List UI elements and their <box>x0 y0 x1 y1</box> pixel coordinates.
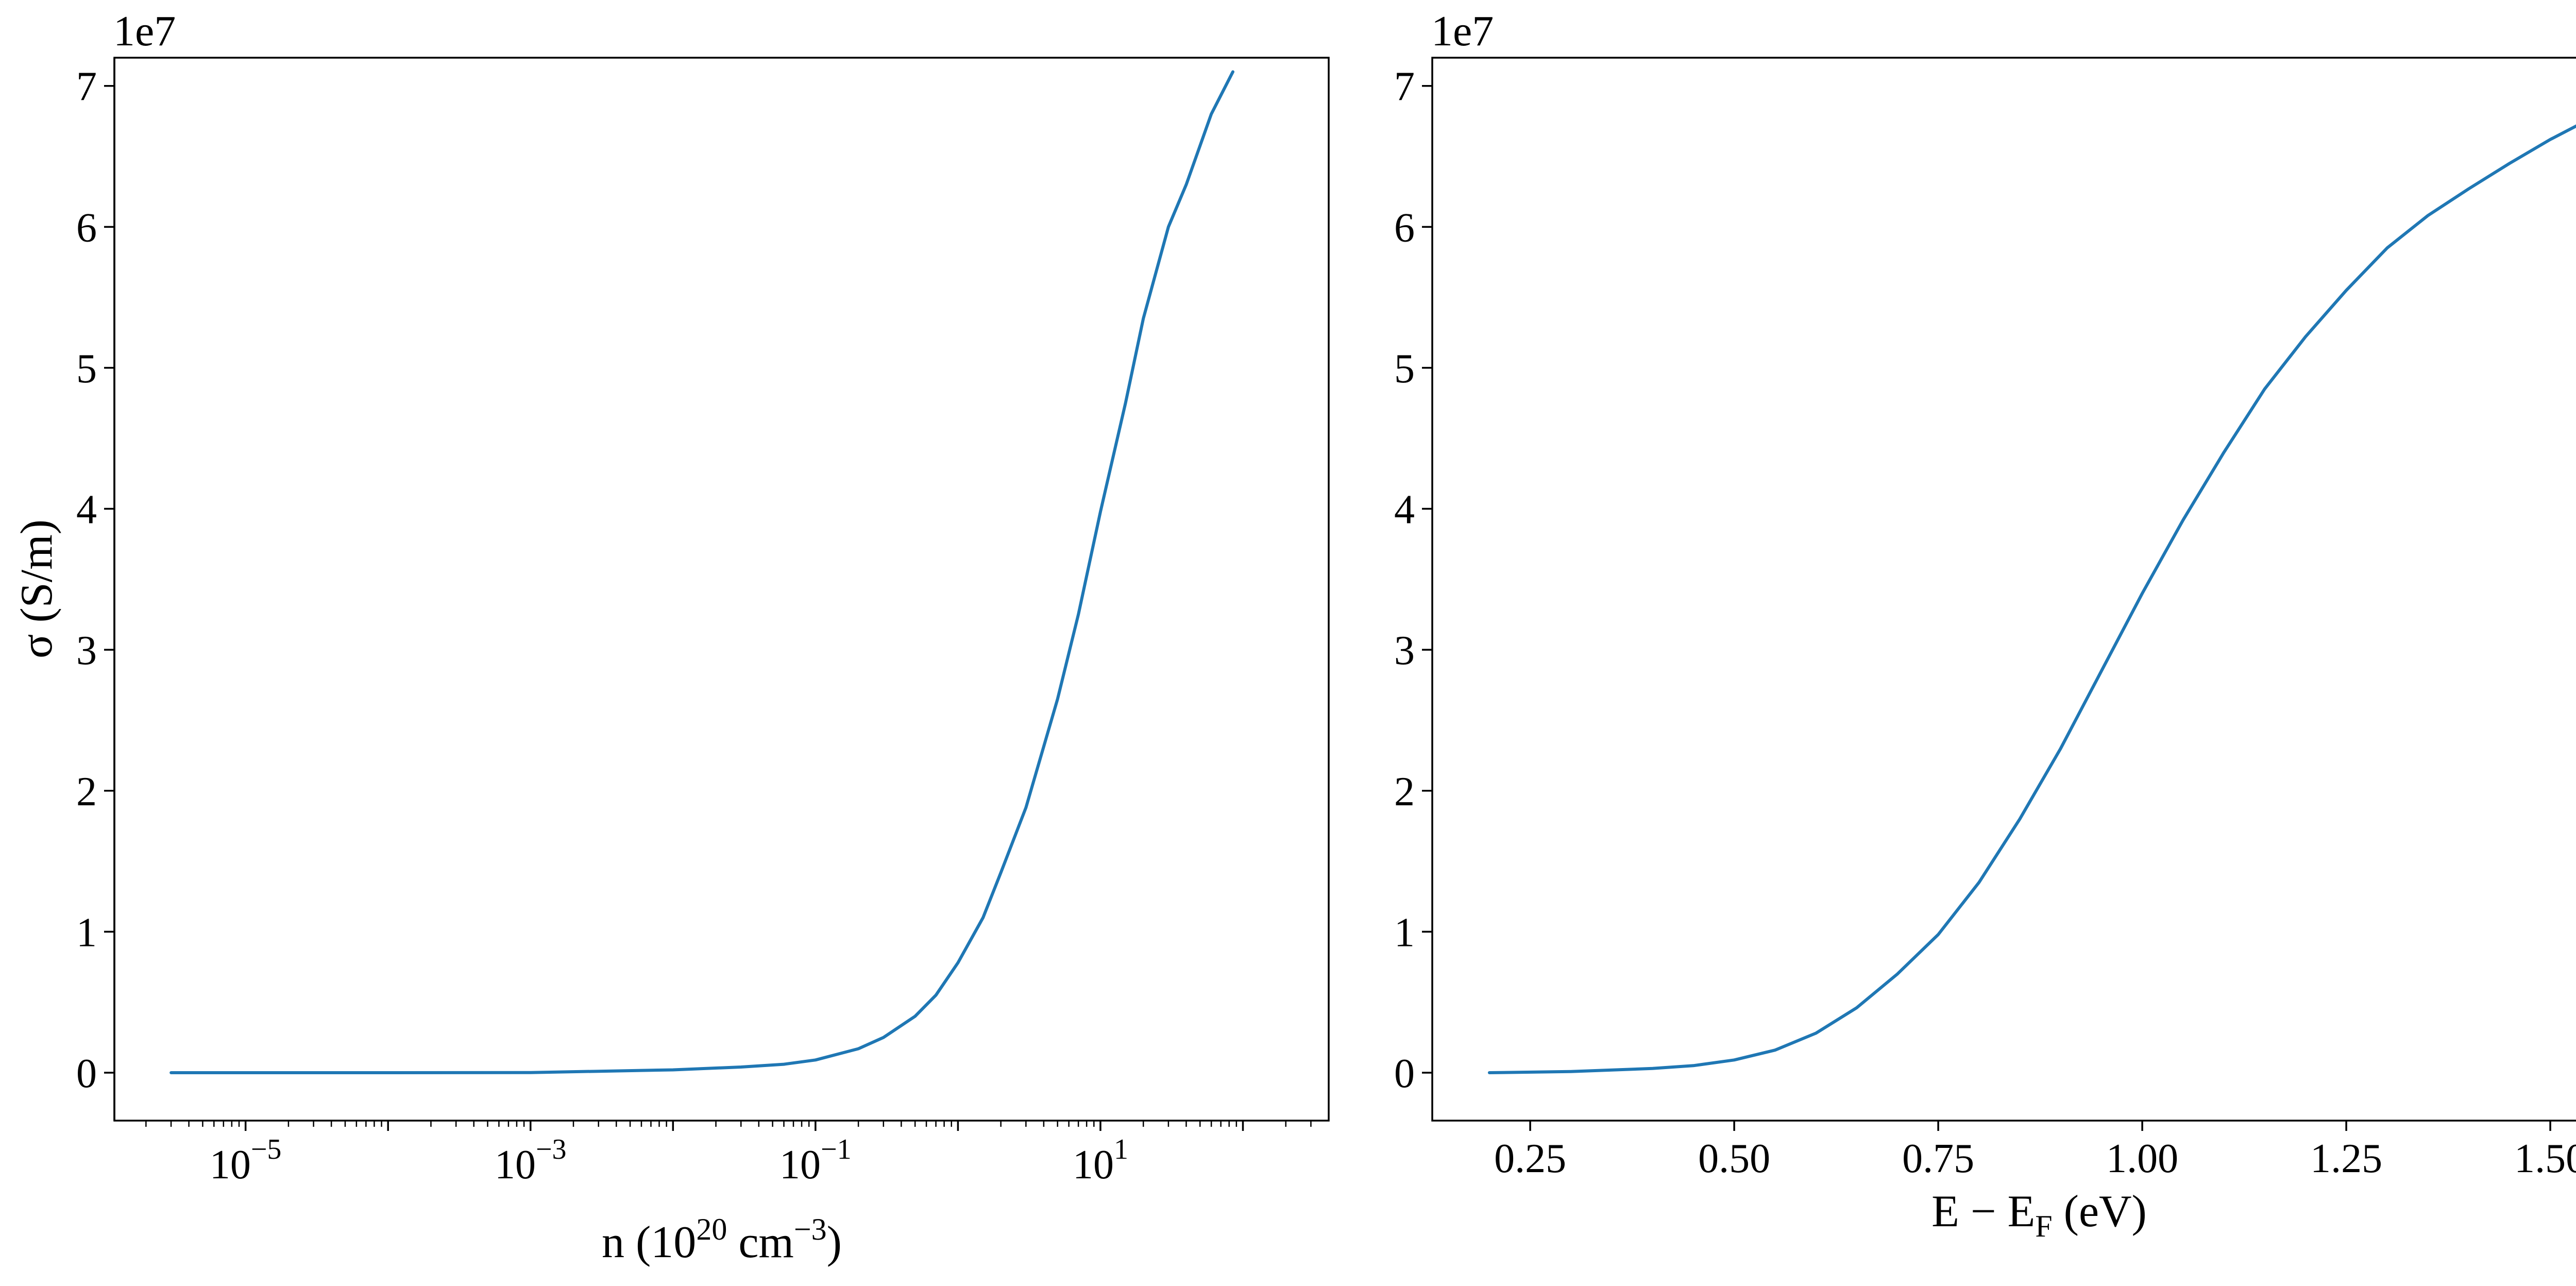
left-y-tick-label: 3 <box>76 628 97 673</box>
right-x-label-suffix: (eV) <box>2053 1187 2147 1237</box>
left-series-line <box>170 70 1234 1074</box>
right-y-tick-label: 1 <box>1394 910 1415 955</box>
right-y-tick-label: 0 <box>1394 1051 1415 1096</box>
left-x-ticks: 10−5 10−3 10−1 101 <box>145 1121 1312 1188</box>
right-y-tick-label: 3 <box>1394 628 1415 673</box>
right-x-tick-label: 0.75 <box>1902 1136 1974 1181</box>
left-x-label-mid: cm <box>727 1217 794 1267</box>
right-x-tick-label: 0.25 <box>1494 1136 1566 1181</box>
left-y-tick-label: 6 <box>76 205 97 250</box>
left-y-ticks: 0 1 2 3 4 5 6 7 <box>76 64 114 1096</box>
left-x-axis-label: n (1020 cm−3) <box>602 1212 842 1267</box>
left-y-tick-label: 5 <box>76 346 97 392</box>
left-x-label-suffix: ) <box>827 1217 842 1267</box>
left-plot-frame <box>113 57 1330 1122</box>
left-x-tick-label: 10−5 <box>210 1133 282 1188</box>
right-x-tick-label: 1.25 <box>2310 1136 2382 1181</box>
right-plot-frame <box>1431 57 2576 1122</box>
left-x-label-prefix: n (10 <box>602 1217 696 1267</box>
left-y-tick-label: 4 <box>76 487 97 533</box>
left-y-tick-label: 7 <box>76 64 97 110</box>
left-x-tick-label: 10−3 <box>495 1133 567 1188</box>
right-y-tick-label: 5 <box>1394 346 1415 392</box>
left-y-tick-label: 2 <box>76 769 97 815</box>
right-x-tick-label: 0.50 <box>1698 1136 1770 1181</box>
left-y-tick-label: 1 <box>76 910 97 955</box>
left-x-label-exp2: −3 <box>794 1212 827 1246</box>
left-x-label-exp: 20 <box>696 1212 727 1246</box>
right-x-label-sub: F <box>2035 1209 2052 1243</box>
right-x-label-prefix: E − E <box>1931 1187 2035 1237</box>
right-y-tick-label: 7 <box>1394 64 1415 110</box>
left-chart: 1e7 0 1 2 3 4 5 6 7 10−5 10−3 10−1 101 σ (S/m) n (… <box>12 7 1330 1267</box>
left-y-axis-label: σ (S/m) <box>12 519 62 658</box>
right-x-tick-label: 1.00 <box>2106 1136 2178 1181</box>
left-x-tick-label: 101 <box>1073 1133 1128 1188</box>
right-series-line <box>1487 124 2576 1074</box>
right-x-ticks: 0.25 0.50 0.75 1.00 1.25 1.50 <box>1494 1121 2576 1181</box>
left-y-tick-label: 0 <box>76 1051 97 1096</box>
left-x-tick-label: 10−1 <box>779 1133 852 1188</box>
right-y-tick-label: 6 <box>1394 205 1415 250</box>
right-y-ticks: 0 1 2 3 4 5 6 7 <box>1394 64 1432 1096</box>
right-y-tick-label: 2 <box>1394 769 1415 815</box>
right-x-tick-label: 1.50 <box>2514 1136 2576 1181</box>
right-x-axis-label: E − EF (eV) <box>1931 1187 2147 1243</box>
right-chart: 1e7 0 1 2 3 4 5 6 7 0.25 0.50 0.75 1.00 1.25 1.50 E … <box>1394 7 2576 1243</box>
right-y-offset-label: 1e7 <box>1431 7 1494 55</box>
right-y-tick-label: 4 <box>1394 487 1415 533</box>
left-y-offset-label: 1e7 <box>113 7 176 55</box>
